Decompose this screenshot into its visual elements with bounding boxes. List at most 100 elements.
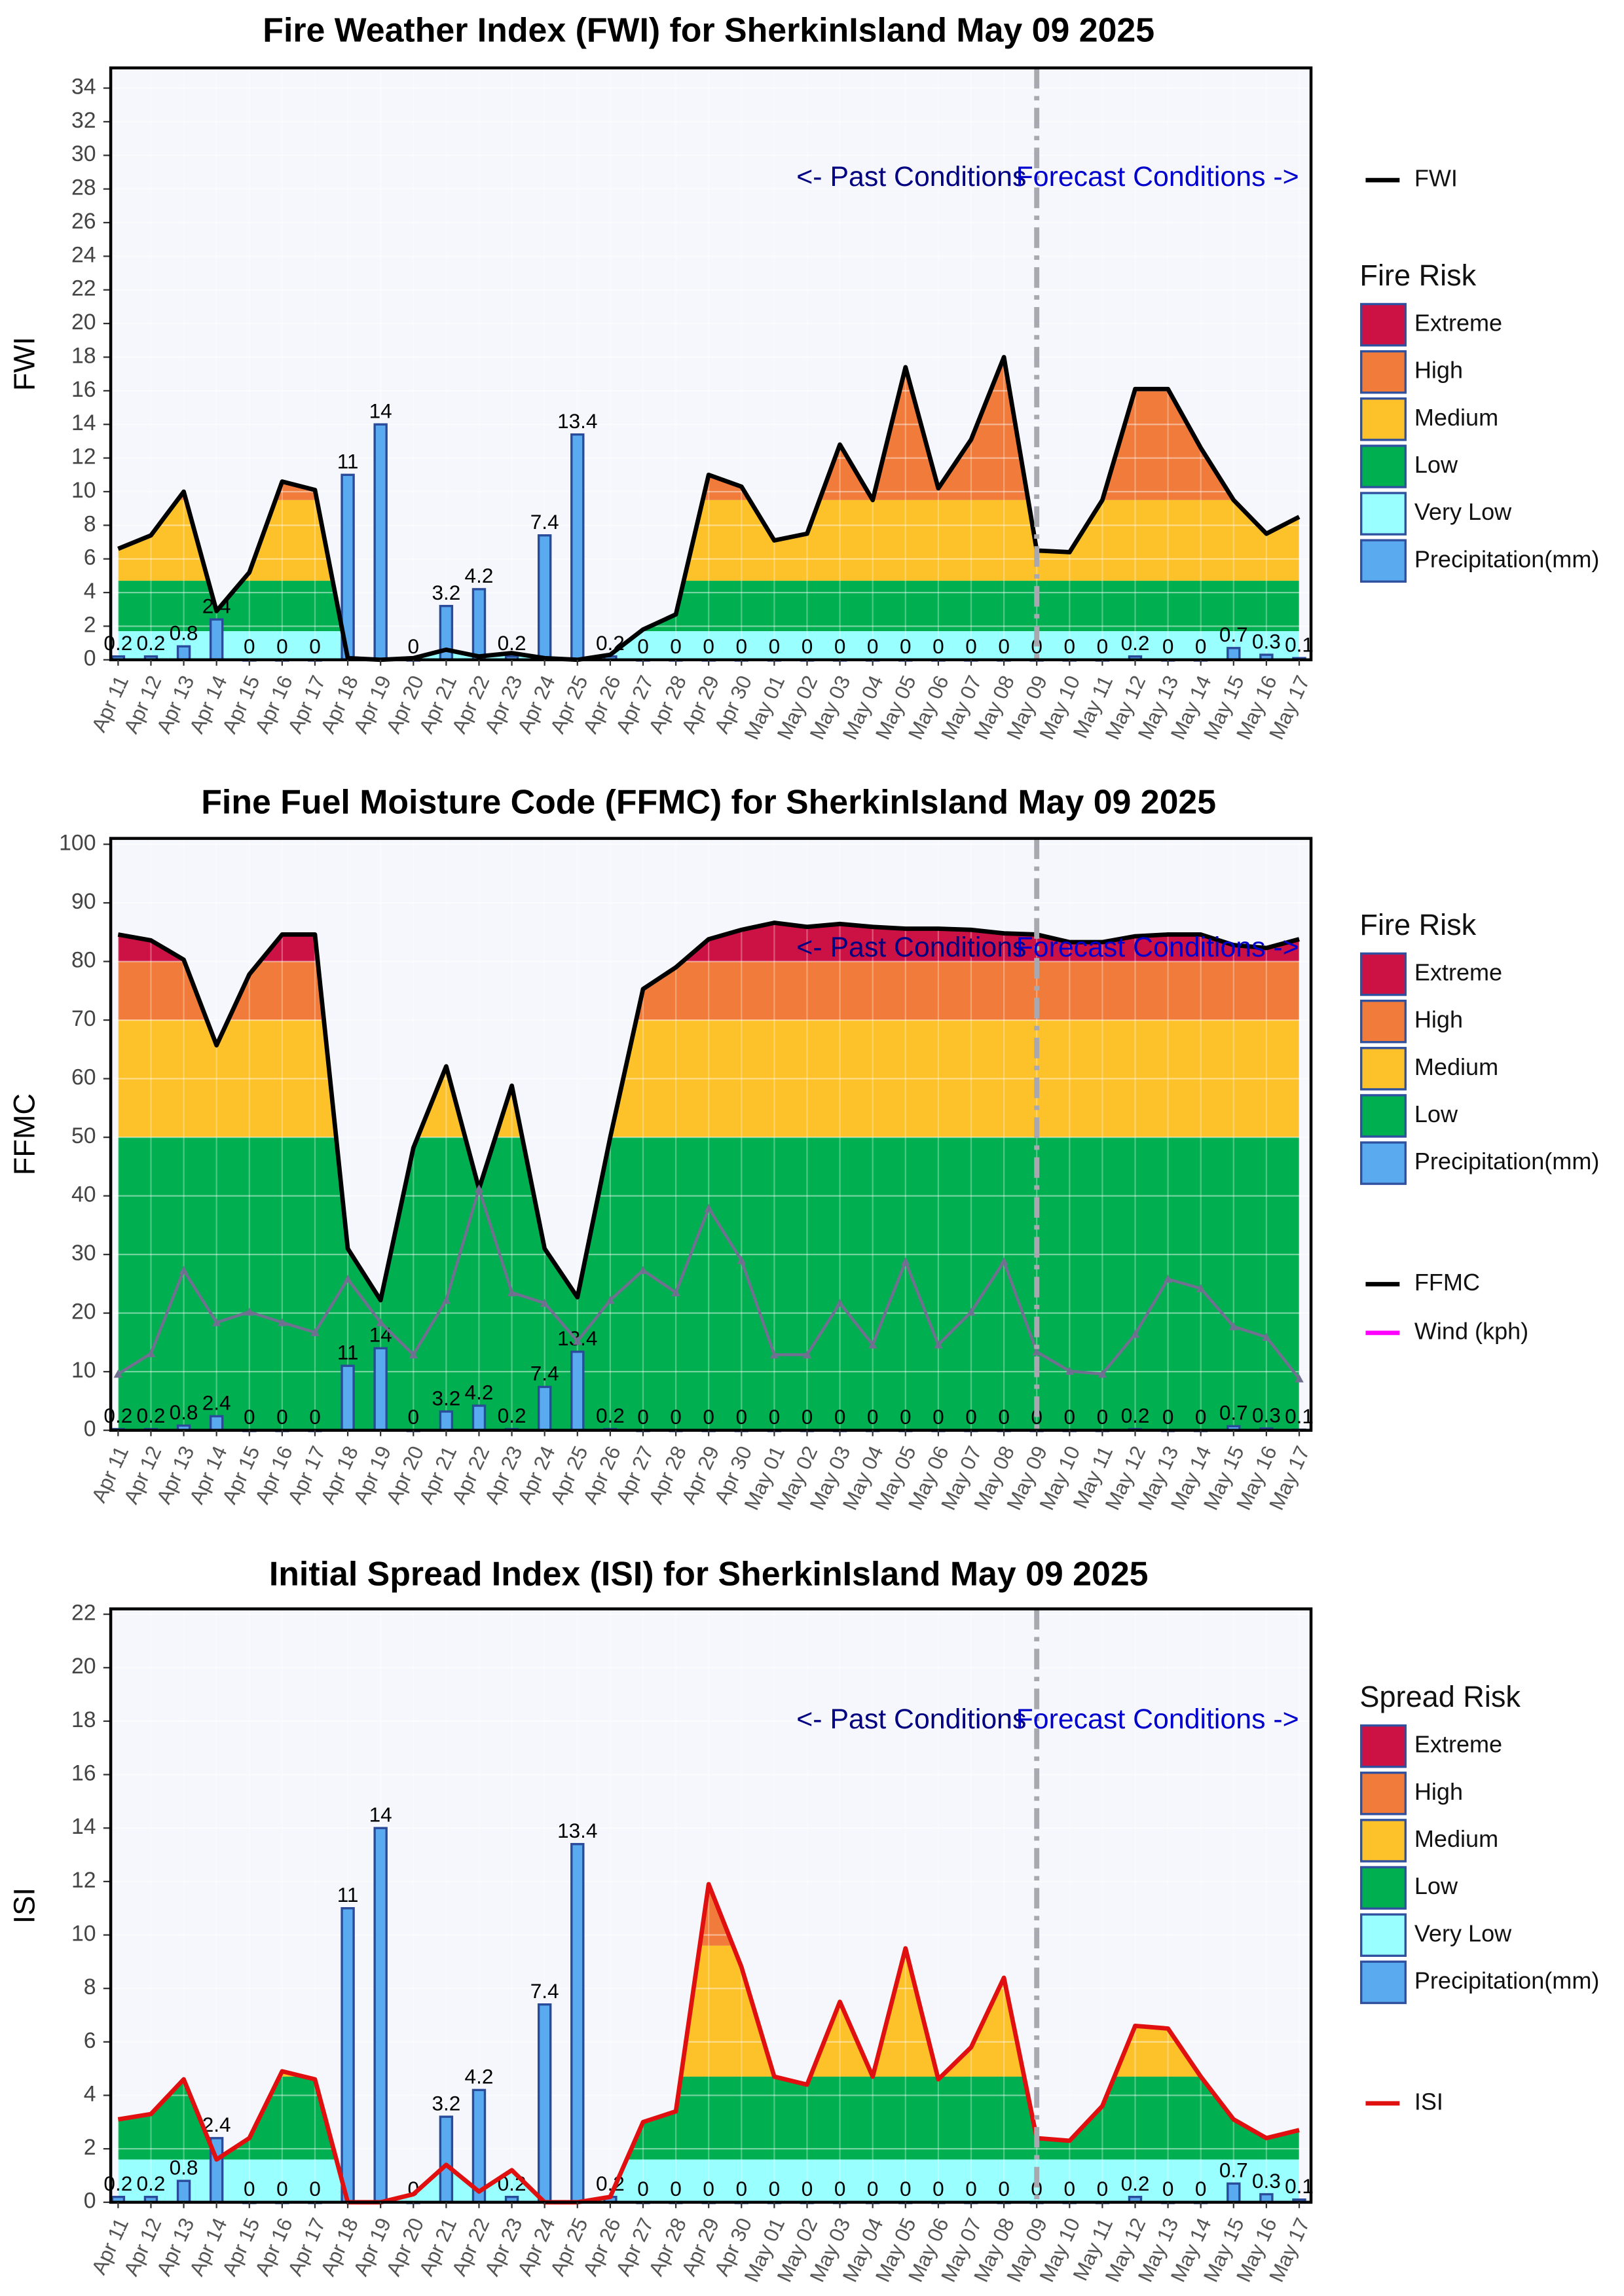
- bar-value-label: 0: [407, 634, 419, 658]
- bar-value-label: 0.3: [1252, 1403, 1281, 1427]
- bar-value-label: 0.2: [137, 1404, 166, 1427]
- precip-bar: [209, 618, 224, 661]
- bar-value-label: 0.2: [498, 631, 526, 655]
- bar-value-label: 0: [1195, 634, 1207, 658]
- bar-value-label: 0: [637, 634, 649, 658]
- y-tick-label: 40: [71, 1182, 96, 1207]
- risk-band: [118, 631, 1299, 660]
- legend-swatch: [1360, 1960, 1407, 2005]
- bar-value-label: 0: [965, 634, 977, 658]
- bar-value-label: 0.2: [137, 631, 166, 655]
- bar-value-label: 0: [276, 2177, 288, 2200]
- legend-swatch: [1360, 1772, 1407, 1815]
- bar-value-label: 0: [834, 634, 846, 658]
- series-marker: [1098, 1369, 1107, 1378]
- bar-value-label: 0: [1097, 2177, 1109, 2200]
- bar-value-label: 0: [802, 634, 813, 658]
- y-tick-label: 20: [71, 1654, 96, 1679]
- legend-swatch: [1360, 999, 1407, 1044]
- y-tick-label: 6: [84, 2028, 96, 2053]
- bar-value-label: 0: [900, 634, 912, 658]
- bar-value-label: 0: [703, 2177, 714, 2200]
- precip-bar: [537, 534, 552, 661]
- series-marker: [1262, 1332, 1271, 1341]
- series-marker: [1229, 1322, 1238, 1330]
- bar-value-label: 0: [703, 634, 714, 658]
- bar-value-label: 7.4: [530, 1979, 559, 2003]
- series-marker: [901, 1257, 910, 1266]
- y-tick-label: 16: [71, 1761, 96, 1786]
- bar-value-label: 0.2: [137, 2172, 166, 2195]
- y-tick-label: 100: [59, 830, 96, 855]
- bar-value-label: 13.4: [557, 409, 597, 433]
- y-tick-label: 10: [71, 478, 96, 503]
- risk-band: [118, 961, 1299, 1021]
- precip-bar: [176, 645, 191, 661]
- series-marker: [868, 1340, 877, 1349]
- precip-bar: [176, 2179, 191, 2204]
- series-marker: [474, 1184, 484, 1193]
- precip-bar: [373, 1347, 388, 1432]
- bar-value-label: 0: [276, 1405, 288, 1429]
- bar-value-label: 0: [407, 1405, 419, 1429]
- bar-value-label: 0: [900, 2177, 912, 2200]
- plot-frame: [109, 837, 1313, 1432]
- risk-band: [118, 1137, 1299, 1430]
- bar-value-label: 0: [998, 634, 1010, 658]
- y-tick-label: 22: [71, 276, 96, 301]
- series-line: [117, 920, 1300, 1303]
- y-tick-label: 60: [71, 1065, 96, 1090]
- bar-value-label: 0.7: [1219, 2159, 1248, 2182]
- bar-value-label: 13.4: [557, 1819, 597, 1842]
- bar-value-label: 0: [867, 1405, 879, 1429]
- series-marker: [835, 1298, 845, 1307]
- legend-swatch: [1360, 1094, 1407, 1138]
- y-tick-label: 18: [71, 343, 96, 368]
- legend-label: Very Low: [1414, 498, 1512, 525]
- y-tick-label: 32: [71, 108, 96, 133]
- y-tick-label: 6: [84, 545, 96, 570]
- series-marker: [704, 1203, 713, 1212]
- bar-value-label: 0: [932, 1405, 944, 1429]
- precip-bar: [373, 1827, 388, 2204]
- bar-value-label: 0: [834, 2177, 846, 2200]
- legend-label: Low: [1414, 1101, 1458, 1127]
- bar-value-label: 0: [932, 634, 944, 658]
- legend-swatch: [1360, 302, 1407, 347]
- series-marker: [671, 1288, 680, 1296]
- y-tick-label: 16: [71, 377, 96, 402]
- bar-value-label: 0: [244, 634, 255, 658]
- y-tick-label: 22: [71, 1601, 96, 1626]
- y-tick-label: 14: [71, 1814, 96, 1839]
- series-marker: [376, 1318, 385, 1326]
- bar-value-label: 0.2: [1121, 2172, 1150, 2195]
- series-line: [117, 1882, 1300, 2205]
- y-tick-label: 4: [84, 579, 96, 604]
- legend-title: Spread Risk: [1359, 1680, 1521, 1713]
- y-tick-label: 26: [71, 209, 96, 234]
- bar-value-label: 0: [1162, 634, 1174, 658]
- legend-title: Fire Risk: [1359, 908, 1476, 941]
- legend-swatch: [1360, 1724, 1407, 1768]
- precip-bar: [341, 1364, 355, 1432]
- legend-label: High: [1414, 1006, 1463, 1033]
- legend-swatch: [1360, 397, 1407, 441]
- bar-value-label: 0.7: [1219, 623, 1248, 646]
- y-tick-label: 18: [71, 1707, 96, 1732]
- precip-bar: [439, 2115, 454, 2204]
- legend-label: Low: [1414, 451, 1458, 478]
- bar-value-label: 0.2: [1121, 1404, 1150, 1427]
- y-tick-label: 20: [71, 310, 96, 335]
- y-tick-label: 10: [71, 1358, 96, 1383]
- precip-bar: [471, 588, 487, 661]
- series-marker: [573, 1336, 582, 1345]
- series-line: [117, 355, 1301, 663]
- legend-label: Medium: [1414, 1825, 1498, 1852]
- bar-value-label: 0: [244, 1405, 255, 1429]
- series-marker: [540, 1298, 549, 1307]
- legend-label: Extreme: [1414, 310, 1502, 337]
- legend-label: Precipitation(mm): [1414, 1967, 1600, 1994]
- legend-label: Medium: [1414, 1053, 1498, 1080]
- bar-value-label: 3.2: [432, 2091, 460, 2115]
